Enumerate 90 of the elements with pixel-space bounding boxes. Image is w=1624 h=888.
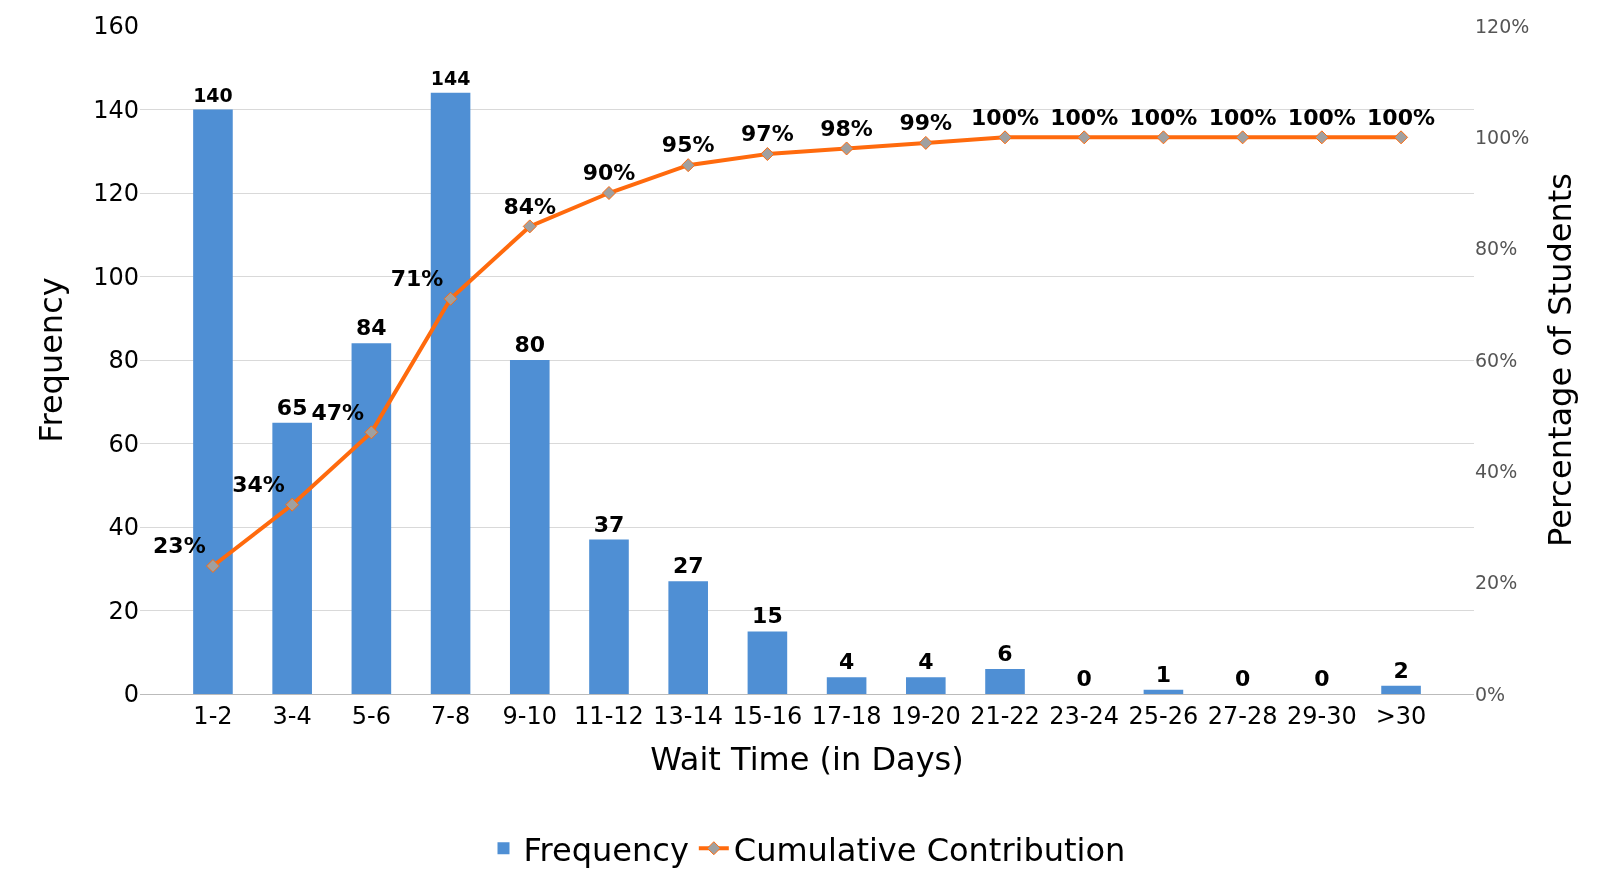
bar bbox=[668, 581, 708, 694]
y2-tick-label: 120% bbox=[1475, 14, 1530, 37]
point bbox=[443, 291, 458, 306]
data-label: 2 bbox=[1393, 657, 1409, 683]
data-label: 37 bbox=[593, 511, 625, 537]
x-tick-label: 17-18 bbox=[811, 701, 882, 730]
y-tick-label: 60 bbox=[108, 429, 139, 458]
data-label: 0 bbox=[1234, 666, 1251, 691]
bar bbox=[589, 539, 629, 694]
y2-tick-label: 60% bbox=[1475, 348, 1518, 371]
x-tick-label: 13-14 bbox=[653, 701, 724, 730]
point bbox=[1314, 130, 1329, 145]
y2-tick-label: 20% bbox=[1475, 571, 1518, 594]
x-tick-label: >30 bbox=[1375, 701, 1427, 730]
point bbox=[998, 130, 1013, 145]
x-tick-label: 21-22 bbox=[970, 701, 1040, 730]
data-label: 84% bbox=[503, 193, 557, 219]
y-tick-label: 20 bbox=[108, 596, 139, 625]
y2-tick-label: 100% bbox=[1475, 125, 1530, 148]
y-tick-label: 100 bbox=[93, 262, 139, 291]
x-tick-label: 19-20 bbox=[890, 701, 961, 730]
data-label: 84 bbox=[356, 315, 387, 341]
x-tick-label: 5-6 bbox=[351, 701, 391, 730]
x-tick-label: 11-12 bbox=[574, 701, 644, 730]
data-label: 100% bbox=[1208, 104, 1277, 130]
x-tick-label: 7-8 bbox=[430, 701, 471, 730]
y2-axis-title: Percentage of Students bbox=[1541, 173, 1580, 547]
legend-label: Cumulative Contribution bbox=[733, 830, 1126, 869]
bar bbox=[1381, 685, 1421, 694]
y2-tick-label: 40% bbox=[1475, 459, 1518, 482]
x-tick-label: 1-2 bbox=[193, 701, 233, 730]
y-tick-label: 0 bbox=[123, 680, 139, 709]
point bbox=[760, 147, 775, 162]
point bbox=[1077, 130, 1092, 145]
data-label: 4 bbox=[838, 649, 855, 675]
point bbox=[285, 497, 300, 512]
bar bbox=[1143, 689, 1184, 694]
data-label: 65 bbox=[276, 394, 308, 420]
legend-label: Frequency bbox=[523, 830, 689, 869]
data-label: 100% bbox=[1367, 104, 1436, 130]
data-label: 6 bbox=[997, 640, 1013, 666]
y-tick-label: 160 bbox=[93, 12, 139, 41]
point bbox=[364, 425, 379, 440]
y-tick-label: 120 bbox=[93, 179, 139, 208]
point bbox=[1394, 130, 1409, 145]
data-label: 15 bbox=[752, 603, 783, 629]
data-label: 4 bbox=[918, 649, 934, 675]
data-label: 100% bbox=[1129, 104, 1198, 130]
point bbox=[522, 219, 537, 234]
point bbox=[839, 141, 854, 156]
x-tick-label: 15-16 bbox=[732, 701, 803, 730]
bar bbox=[747, 631, 788, 694]
y-tick-label: 140 bbox=[93, 95, 139, 124]
x-tick-label: 23-24 bbox=[1049, 701, 1120, 730]
point bbox=[601, 186, 616, 200]
data-label: 80 bbox=[514, 332, 546, 357]
x-tick-label: 29-30 bbox=[1286, 701, 1357, 730]
data-label: 97% bbox=[741, 121, 794, 147]
data-label: 95% bbox=[661, 132, 715, 158]
x-tick-label: 9-10 bbox=[502, 701, 558, 730]
x-tick-label: 27-28 bbox=[1207, 701, 1278, 730]
point bbox=[205, 558, 220, 573]
point bbox=[1156, 130, 1171, 145]
data-label: 1 bbox=[1155, 661, 1172, 687]
y-axis-title: Frequency bbox=[32, 277, 71, 443]
x-tick-label: 25-26 bbox=[1128, 701, 1199, 730]
bar bbox=[826, 677, 867, 694]
data-label: 100% bbox=[971, 104, 1039, 130]
point bbox=[681, 158, 696, 173]
data-label: 140 bbox=[193, 84, 233, 107]
x-axis-title: Wait Time (in Days) bbox=[650, 739, 964, 778]
data-label: 99% bbox=[899, 110, 953, 136]
data-label: 27 bbox=[672, 553, 704, 579]
data-label: 0 bbox=[1314, 666, 1330, 691]
x-tick-label: 3-4 bbox=[272, 701, 312, 730]
data-label: 98% bbox=[820, 115, 873, 141]
point bbox=[918, 135, 933, 150]
y2-tick-label: 0% bbox=[1475, 682, 1506, 705]
y-tick-label: 80 bbox=[108, 346, 139, 375]
bar bbox=[985, 668, 1025, 694]
data-label: 100% bbox=[1287, 104, 1356, 130]
bar bbox=[509, 360, 550, 694]
data-label: 90% bbox=[582, 160, 636, 186]
bar bbox=[906, 677, 946, 694]
data-label: 100% bbox=[1050, 104, 1119, 130]
y2-tick-label: 80% bbox=[1475, 237, 1518, 260]
data-label: 0 bbox=[1076, 666, 1092, 691]
data-label: 144 bbox=[430, 67, 471, 90]
point bbox=[1235, 130, 1250, 145]
y-tick-label: 40 bbox=[108, 513, 139, 542]
